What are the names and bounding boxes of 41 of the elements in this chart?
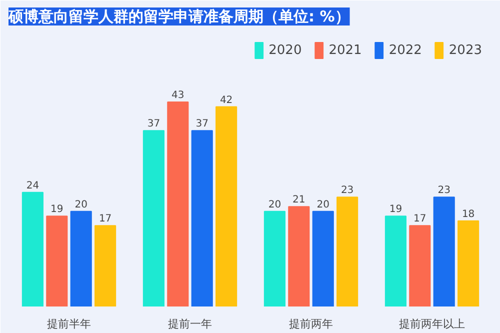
data-label: 19 <box>389 204 402 216</box>
data-label: 43 <box>172 90 184 102</box>
x-tick-label: 提前两年以上 <box>399 318 465 330</box>
data-label: 23 <box>340 185 354 196</box>
bar <box>94 225 116 306</box>
bar <box>46 216 68 306</box>
bar <box>336 196 358 306</box>
data-label: 24 <box>26 180 40 192</box>
bar <box>433 196 455 306</box>
data-label: 20 <box>316 199 330 210</box>
data-label: 20 <box>74 199 88 210</box>
bar <box>384 216 406 306</box>
data-label: 21 <box>292 194 306 206</box>
bar <box>22 192 44 306</box>
bar <box>458 220 480 306</box>
data-label: 18 <box>462 208 475 220</box>
legend-label: 2023 <box>448 42 482 58</box>
data-label: 17 <box>414 214 426 225</box>
legend-label: 2022 <box>388 42 422 58</box>
data-label: 37 <box>196 118 208 130</box>
bar <box>142 130 164 306</box>
bar <box>312 210 334 306</box>
x-tick-label: 提前一年 <box>168 318 212 330</box>
data-label: 17 <box>98 214 112 225</box>
bar <box>264 210 286 306</box>
x-tick-label: 提前半年 <box>47 318 91 330</box>
chart-title: 硕博意向留学人群的留学申请准备周期（单位: %） <box>8 8 350 26</box>
x-tick-label: 提前两年 <box>289 318 333 330</box>
bar <box>409 225 431 306</box>
bar <box>288 206 310 306</box>
bar <box>191 130 213 306</box>
data-label: 19 <box>50 204 64 216</box>
data-label: 23 <box>438 185 450 196</box>
legend-label: 2021 <box>328 42 362 58</box>
data-label: 20 <box>268 199 282 210</box>
data-label: 37 <box>147 118 160 130</box>
bar <box>216 106 238 306</box>
data-label: 42 <box>220 94 233 106</box>
bar <box>167 102 189 306</box>
legend-label: 2020 <box>268 42 302 58</box>
bar <box>70 210 92 306</box>
